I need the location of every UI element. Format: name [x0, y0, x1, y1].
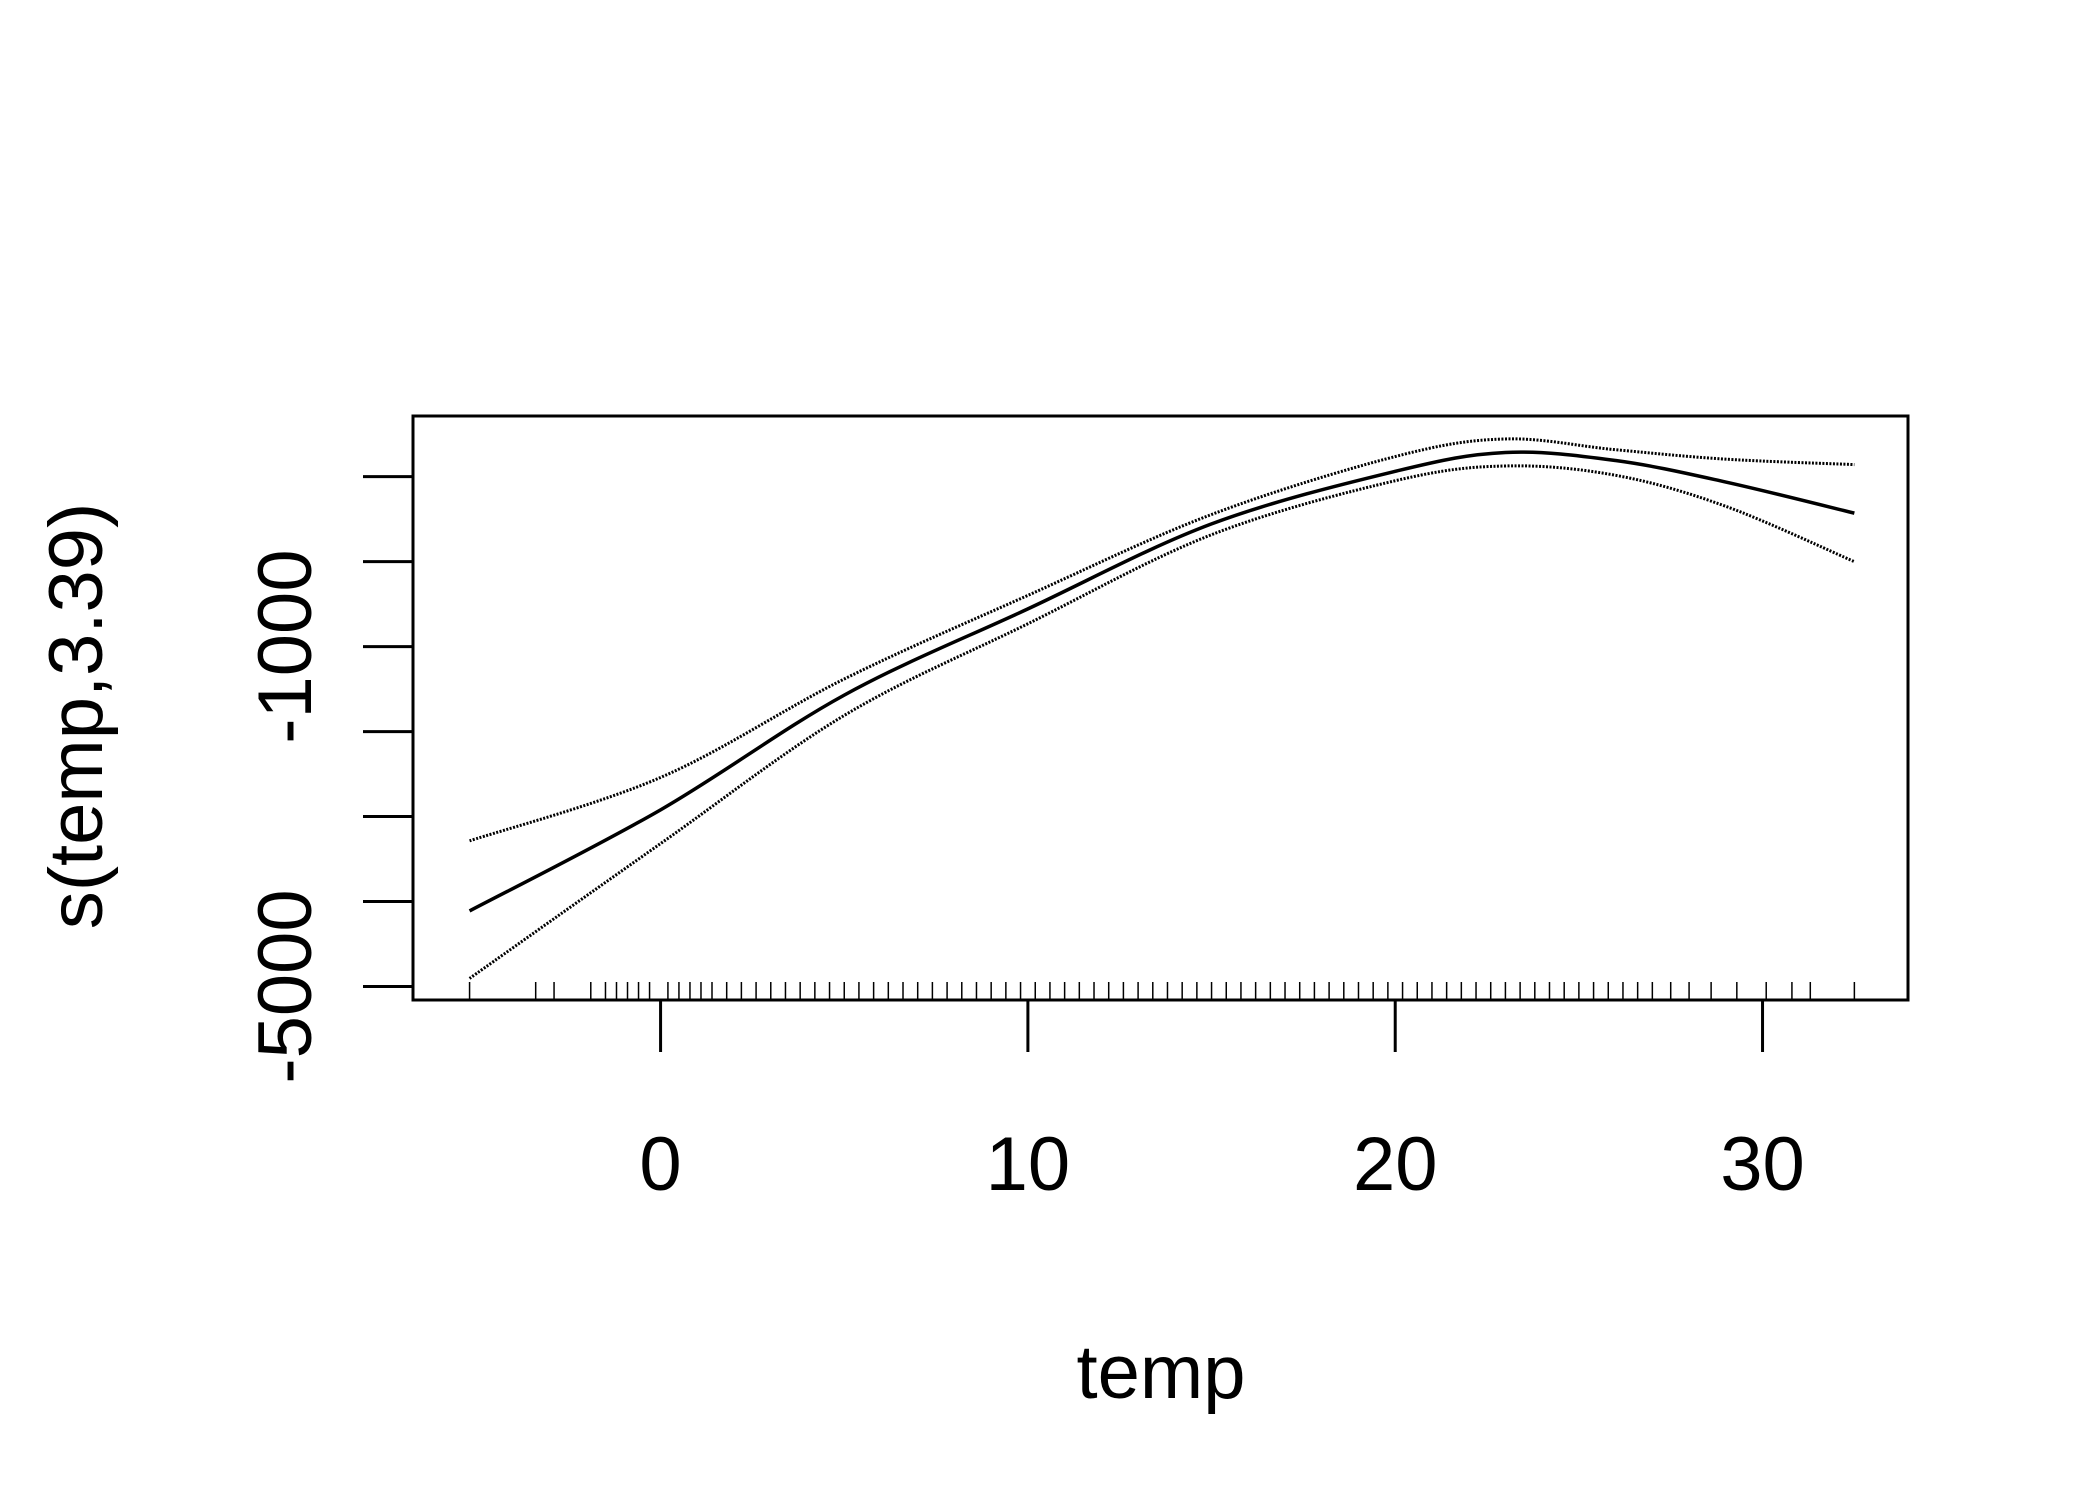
plot-frame [411, 414, 1910, 1002]
y-axis-label: s(temp,3.39) [34, 503, 119, 930]
y-tick-label: -5000 [243, 889, 328, 1083]
series-line [468, 464, 1855, 980]
y-tick-label: -1000 [243, 549, 328, 743]
x-tick-label: 30 [1720, 1122, 1805, 1207]
x-tick-label: 20 [1353, 1122, 1438, 1207]
series-line [469, 437, 1855, 843]
series-line [468, 450, 1855, 913]
x-axis-label: temp [1077, 1330, 1246, 1415]
x-tick-label: 0 [639, 1122, 681, 1207]
x-tick-label: 10 [986, 1122, 1071, 1207]
